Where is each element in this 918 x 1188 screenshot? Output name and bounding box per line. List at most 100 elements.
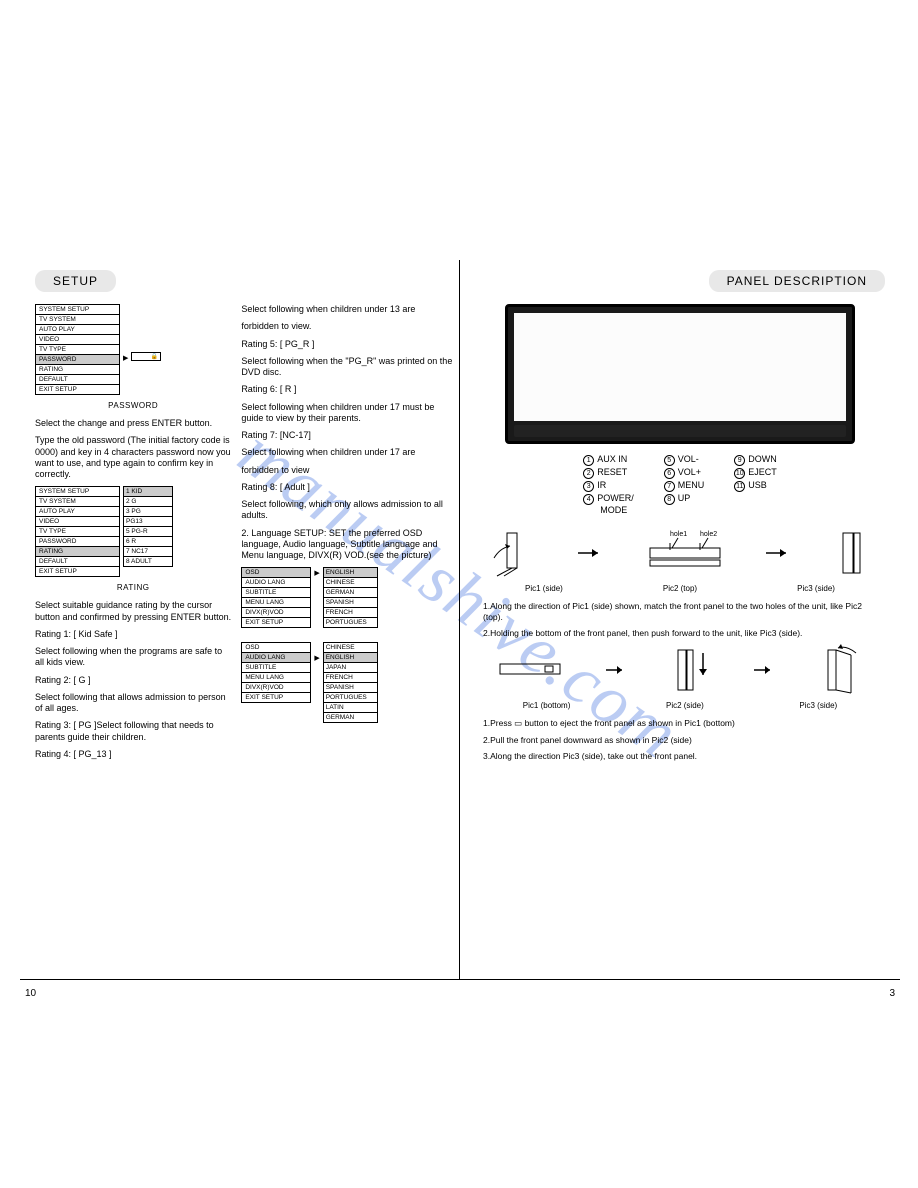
menu-item: PASSWORD — [36, 537, 119, 547]
password-menu-group: SYSTEM SETUPTV SYSTEMAUTO PLAYVIDEOTV TY… — [35, 304, 231, 399]
body-text: 2.Pull the front panel downward as shown… — [483, 735, 877, 746]
menu-item: AUTO PLAY — [36, 507, 119, 517]
menu-item: OSD — [242, 568, 310, 578]
body-text: Rating 8: [ Adult ] — [241, 482, 454, 493]
menu-item: SUBTITLE — [242, 588, 310, 598]
rating-submenu: 1 KID2 G3 PGPG135 PG-R6 R7 NC178 ADULT — [123, 486, 173, 566]
menu-item: VIDEO — [36, 335, 119, 345]
legend-item: 8UP — [664, 493, 705, 505]
menu-item: SYSTEM SETUP — [36, 487, 119, 497]
menu-item: RATING — [36, 365, 119, 375]
svg-text:hole1: hole1 — [670, 531, 687, 538]
menu-item: PASSWORD — [36, 355, 119, 365]
body-text: Rating 4: [ PG_13 ] — [35, 749, 231, 760]
menu-item: EXIT SETUP — [242, 618, 310, 627]
menu-item: OSD — [242, 643, 310, 653]
menu-item: 8 ADULT — [123, 556, 173, 567]
rating-caption: RATING — [35, 583, 231, 592]
body-text: Select following when children under 13 … — [241, 304, 454, 315]
menu-item: SYSTEM SETUP — [36, 305, 119, 315]
pic1-side-icon — [492, 528, 542, 578]
legend-item: 7MENU — [664, 480, 705, 492]
body-text: Rating 5: [ PG_R ] — [241, 339, 454, 350]
svg-text:hole2: hole2 — [700, 531, 717, 538]
password-caption: PASSWORD — [35, 401, 231, 410]
install-diagram-row-1: hole1 hole2 — [475, 528, 885, 578]
body-text: Select following, which only allows admi… — [241, 499, 454, 522]
legend-item: 1AUX IN — [583, 454, 634, 466]
pic3-side-icon — [816, 645, 866, 695]
legend-item: 9DOWN — [734, 454, 777, 466]
setup-header: SETUP — [35, 270, 116, 292]
menu-item: EXIT SETUP — [36, 385, 119, 394]
arrow-right-icon — [604, 660, 629, 680]
pw-text-0: Select the change and press ENTER button… — [35, 418, 231, 429]
remove-diagram-row — [475, 645, 885, 695]
body-text: forbidden to view. — [241, 321, 454, 332]
legend-item: 6VOL+ — [664, 467, 705, 479]
menu-item: EXIT SETUP — [36, 567, 119, 576]
body-text: Select following when children under 17 … — [241, 447, 454, 458]
legend-item: 4POWER/MODE — [583, 493, 634, 515]
body-text: 1.Along the direction of Pic1 (side) sho… — [483, 601, 877, 622]
install-row1-captions: Pic1 (side) Pic2 (top) Pic3 (side) — [475, 584, 885, 593]
body-text: Rating 1: [ Kid Safe ] — [35, 629, 231, 640]
page-left: SETUP SYSTEM SETUPTV SYSTEMAUTO PLAYVIDE… — [20, 260, 460, 979]
rating-menu-group: SYSTEM SETUPTV SYSTEMAUTO PLAYVIDEOTV TY… — [35, 486, 231, 581]
menu-item: AUTO PLAY — [36, 325, 119, 335]
page-right: PANEL DESCRIPTION 1AUX IN2RESET3IR4POWER… — [460, 260, 900, 979]
remove-row-captions: Pic1 (bottom) Pic2 (side) Pic3 (side) — [475, 701, 885, 710]
legend-item: 2RESET — [583, 467, 634, 479]
menu-item: TV TYPE — [36, 527, 119, 537]
menu-item: AUDIO LANG — [242, 578, 310, 588]
legend-item: 3IR — [583, 480, 634, 492]
menu-item: VIDEO — [36, 517, 119, 527]
menu-item: DEFAULT — [36, 557, 119, 567]
pic2-top-icon: hole1 hole2 — [640, 528, 730, 578]
menu-item: PORTUGUES — [323, 617, 378, 628]
body-text: 2.Holding the bottom of the front panel,… — [483, 628, 877, 639]
body-text: forbidden to view — [241, 465, 454, 476]
legend-item: 5VOL- — [664, 454, 705, 466]
remove-instructions: 1.Press ▭ button to eject the front pane… — [483, 718, 877, 762]
menu-item: DEFAULT — [36, 375, 119, 385]
install-instructions-1: 1.Along the direction of Pic1 (side) sho… — [483, 601, 877, 639]
body-text: Select following when children under 17 … — [241, 402, 454, 425]
menu-item: RATING — [36, 547, 119, 557]
lang-menu-1: OSDAUDIO LANGSUBTITLEMENU LANGDIVX(R)VOD… — [241, 567, 454, 632]
menu-item: GERMAN — [323, 712, 378, 723]
body-text: Rating 2: [ G ] — [35, 675, 231, 686]
col2-text: Select following when children under 13 … — [241, 304, 454, 561]
pic2-side-icon — [668, 645, 713, 695]
body-text: Rating 3: [ PG ]Select following that ne… — [35, 720, 231, 743]
body-text: Rating 7: [NC-17] — [241, 430, 454, 441]
menu-item: EXIT SETUP — [242, 693, 310, 702]
body-text: 3.Along the direction Pic3 (side), take … — [483, 751, 877, 762]
rating-menu: SYSTEM SETUPTV SYSTEMAUTO PLAYVIDEOTV TY… — [35, 486, 120, 577]
page-number-right: 3 — [889, 988, 895, 999]
menu-item: TV TYPE — [36, 345, 119, 355]
manual-spread: SETUP SYSTEM SETUPTV SYSTEMAUTO PLAYVIDE… — [20, 260, 900, 980]
panel-desc-header: PANEL DESCRIPTION — [709, 270, 885, 292]
body-text: Select following when the programs are s… — [35, 646, 231, 669]
arrow-right-icon — [752, 660, 777, 680]
legend-item: 10EJECT — [734, 467, 777, 479]
body-text: Rating 6: [ R ] — [241, 384, 454, 395]
arrow-right-icon — [764, 543, 794, 563]
body-text: 2. Language SETUP: SET the preferred OSD… — [241, 528, 454, 562]
body-text: Select suitable guidance rating by the c… — [35, 600, 231, 623]
body-text: Select following that allows admission t… — [35, 692, 231, 715]
pic1-bottom-icon — [495, 652, 565, 687]
menu-item: DIVX(R)VOD — [242, 608, 310, 618]
menu-item: DIVX(R)VOD — [242, 683, 310, 693]
legend-item: 11USB — [734, 480, 777, 492]
body-text: 1.Press ▭ button to eject the front pane… — [483, 718, 877, 729]
lang-menu-2: OSDAUDIO LANGSUBTITLEMENU LANGDIVX(R)VOD… — [241, 642, 454, 722]
rating-text: Select suitable guidance rating by the c… — [35, 600, 231, 760]
arrow-right-icon — [576, 543, 606, 563]
lock-icon: 🔒 — [131, 352, 161, 361]
menu-item: SUBTITLE — [242, 663, 310, 673]
body-text: Select following when the "PG_R" was pri… — [241, 356, 454, 379]
pic3-side-icon — [828, 528, 868, 578]
panel-legend: 1AUX IN2RESET3IR4POWER/MODE 5VOL-6VOL+7ME… — [475, 454, 885, 516]
